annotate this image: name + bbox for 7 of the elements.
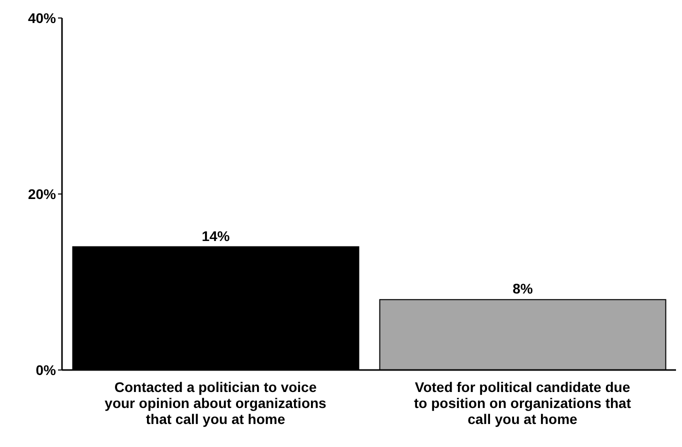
x-tick-label: Voted for political candidate due to position on organizations that call you at home: [414, 379, 632, 427]
data-label: 14%: [202, 228, 230, 244]
y-tick-label: 40%: [28, 10, 57, 26]
y-tick-label: 20%: [28, 186, 57, 202]
y-tick-label: 0%: [36, 362, 57, 378]
data-label: 8%: [512, 280, 534, 297]
x-tick-label: Contacted a politician to voice your opinion about organizations that call you at home: [104, 379, 327, 427]
